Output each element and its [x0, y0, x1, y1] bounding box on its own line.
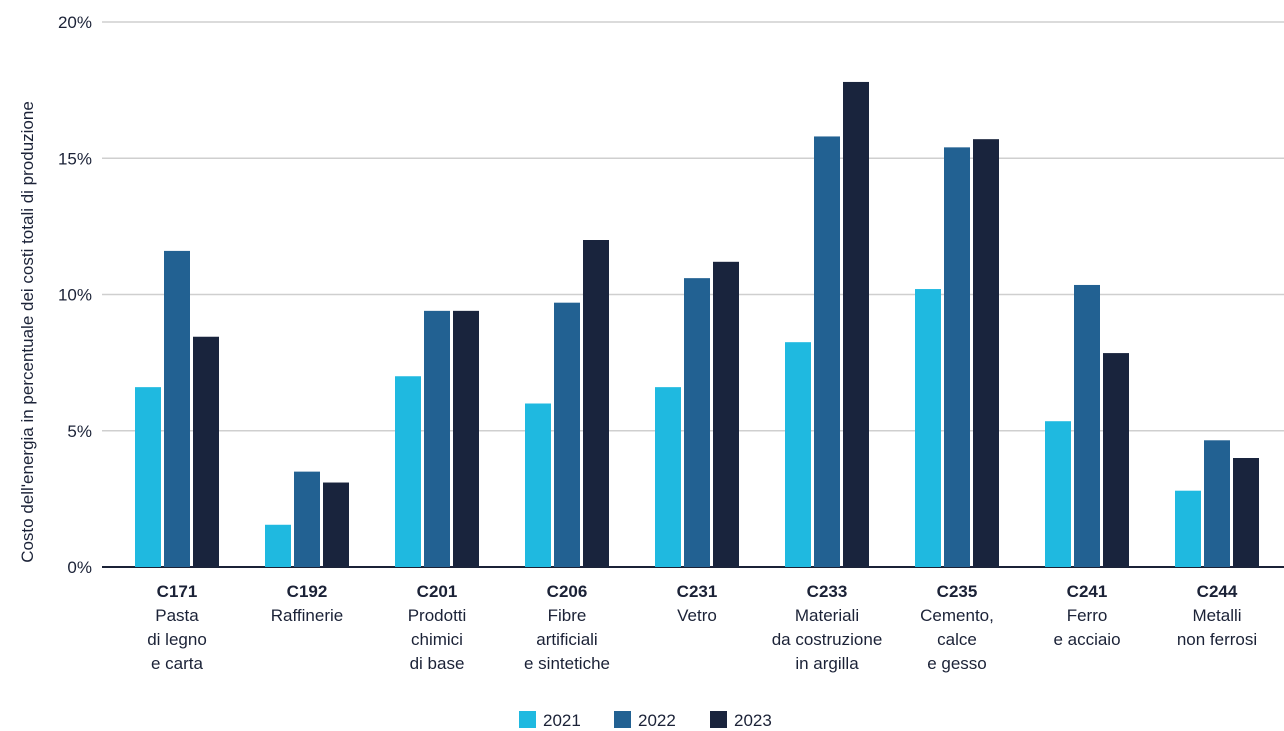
legend-swatch-2023	[710, 711, 727, 728]
category-code-label: C201	[417, 582, 458, 601]
bar-2023-c206	[583, 240, 609, 567]
bar-2023-c235	[973, 139, 999, 568]
bar-2022-c233	[814, 136, 840, 567]
bar-2022-c206	[554, 302, 580, 567]
category-code-label: C206	[547, 582, 588, 601]
legend: 2021 2022 2023	[519, 711, 772, 730]
category-code-label: C241	[1067, 582, 1108, 601]
category-code-label: C171	[157, 582, 198, 601]
bars	[135, 81, 1259, 568]
category-name-label: calce	[937, 630, 977, 649]
category-name-label: e sintetiche	[524, 654, 610, 673]
category-name-label: Metalli	[1192, 606, 1241, 625]
category-name-label: Vetro	[677, 606, 717, 625]
bar-2023-c201	[453, 310, 479, 567]
bar-2021-c171	[135, 387, 161, 567]
bar-2021-c241	[1045, 421, 1071, 567]
category-code-label: C235	[937, 582, 978, 601]
y-tick-label: 10%	[58, 286, 92, 305]
category-code-label: C231	[677, 582, 718, 601]
category-name-label: Materiali	[795, 606, 859, 625]
legend-label-2021: 2021	[543, 711, 581, 730]
category-code-label: C233	[807, 582, 848, 601]
category-code-label: C192	[287, 582, 328, 601]
x-axis-labels: C171 Pasta di legno e carta C192 Raffinerie C2…	[147, 582, 1257, 673]
category-name-label: e carta	[151, 654, 204, 673]
bar-2022-c201	[424, 310, 450, 567]
bar-2021-c192	[265, 524, 291, 567]
bar-2021-c235	[915, 289, 941, 567]
bar-2022-c231	[684, 278, 710, 567]
category-name-label: Fibre	[548, 606, 587, 625]
bar-2022-c235	[944, 147, 970, 567]
category-name-label: e gesso	[927, 654, 987, 673]
bar-2022-c241	[1074, 284, 1100, 567]
y-axis-ticks: 0% 5% 10% 15% 20%	[58, 13, 92, 577]
bar-2023-c192	[323, 482, 349, 567]
legend-label-2022: 2022	[638, 711, 676, 730]
bar-2021-c244	[1175, 490, 1201, 567]
category-name-label: Cemento,	[920, 606, 994, 625]
category-name-label: artificiali	[536, 630, 597, 649]
bar-2023-c231	[713, 261, 739, 567]
legend-swatch-2021	[519, 711, 536, 728]
legend-swatch-2022	[614, 711, 631, 728]
y-tick-label: 20%	[58, 13, 92, 32]
bar-2023-c244	[1233, 458, 1259, 567]
legend-label-2023: 2023	[734, 711, 772, 730]
bar-2022-c192	[294, 471, 320, 567]
y-tick-label: 0%	[67, 558, 92, 577]
bar-2023-c233	[843, 81, 869, 567]
category-name-label: da costruzione	[772, 630, 883, 649]
bar-2021-c206	[525, 403, 551, 567]
category-name-label: e acciaio	[1053, 630, 1120, 649]
y-axis-label: Costo dell'energia in percentuale dei co…	[18, 101, 37, 563]
bar-2021-c233	[785, 342, 811, 567]
category-name-label: di base	[410, 654, 465, 673]
category-name-label: Ferro	[1067, 606, 1108, 625]
y-tick-label: 5%	[67, 422, 92, 441]
category-name-label: Prodotti	[408, 606, 467, 625]
bar-2021-c231	[655, 387, 681, 567]
category-name-label: chimici	[411, 630, 463, 649]
bar-2022-c244	[1204, 440, 1230, 567]
bar-2023-c171	[193, 336, 219, 567]
category-name-label: in argilla	[795, 654, 859, 673]
bar-2023-c241	[1103, 353, 1129, 567]
category-code-label: C244	[1197, 582, 1238, 601]
category-name-label: non ferrosi	[1177, 630, 1257, 649]
bar-2021-c201	[395, 376, 421, 567]
bar-2022-c171	[164, 250, 190, 567]
category-name-label: di legno	[147, 630, 207, 649]
category-name-label: Raffinerie	[271, 606, 343, 625]
y-tick-label: 15%	[58, 149, 92, 168]
category-name-label: Pasta	[155, 606, 199, 625]
